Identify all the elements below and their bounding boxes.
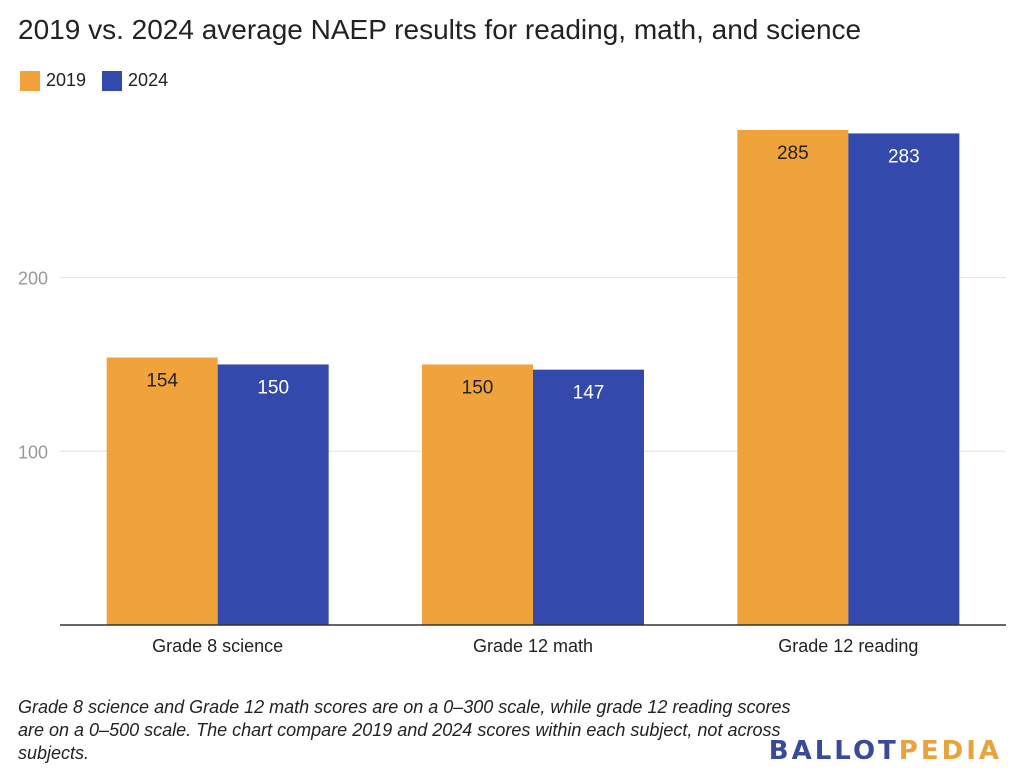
legend-swatch-2024 (102, 70, 123, 91)
data-label-2019-2: 285 (777, 143, 809, 164)
data-label-2024-0: 150 (257, 377, 289, 398)
legend: 2019 2024 (20, 70, 184, 91)
chart-title: 2019 vs. 2024 average NAEP results for r… (18, 14, 862, 45)
legend-swatch-2019 (20, 70, 40, 91)
x-category-label-2: Grade 12 reading (778, 636, 918, 656)
footnote: Grade 8 science and Grade 12 math scores… (18, 697, 791, 763)
bar-2019-1 (422, 364, 533, 625)
logo-part-pedia: PEDIA (898, 736, 1002, 766)
x-category-label-1: Grade 12 math (473, 636, 593, 656)
logo-part-ballot: BALLOT (768, 736, 899, 766)
bar-2024-1 (533, 369, 644, 625)
data-label-2019-1: 150 (462, 377, 494, 398)
data-label-2024-1: 147 (573, 383, 605, 404)
bar-chart: 100 200 154 150 Grade 8 science 150 147 Grade 1… (18, 129, 1006, 656)
data-label-2024-2: 283 (888, 146, 920, 167)
y-tick-label-200: 200 (18, 269, 48, 289)
legend-label-2019: 2019 (46, 70, 87, 90)
bar-2019-0 (106, 357, 218, 625)
bar-2024-0 (217, 364, 329, 625)
legend-label-2024: 2024 (128, 70, 169, 90)
bar-2024-2 (848, 133, 960, 625)
bar-2019-2 (737, 129, 849, 625)
y-tick-label-100: 100 (18, 442, 48, 462)
x-category-label-0: Grade 8 science (152, 636, 283, 656)
legend-item-2024: 2024 (102, 70, 168, 91)
legend-item-2019: 2019 (20, 70, 86, 91)
ballotpedia-logo: BALLOTPEDIA (769, 736, 1002, 766)
data-label-2019-0: 154 (146, 371, 178, 392)
